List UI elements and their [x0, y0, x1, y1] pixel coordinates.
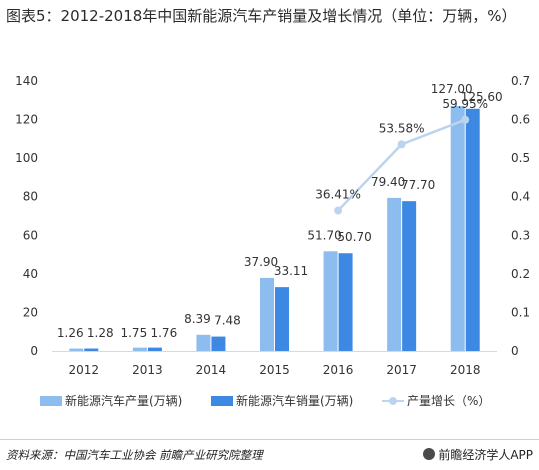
y2-tick-label: 0.5	[511, 151, 530, 165]
legend-item-production: 新能源汽车产量(万辆)	[40, 392, 182, 409]
bar-sales	[402, 201, 417, 351]
bar-sales	[275, 287, 289, 351]
y-tick-label: 60	[23, 228, 38, 242]
data-label-growth: 59.95%	[442, 97, 488, 111]
data-label-sales: 50.70	[337, 230, 371, 244]
bar-production	[132, 347, 147, 351]
x-tick-label: 2016	[323, 363, 354, 377]
data-label-sales: 77.70	[401, 178, 435, 192]
data-label-growth: 53.58%	[379, 121, 425, 135]
legend-swatch-sales	[211, 396, 233, 406]
growth-point	[334, 206, 343, 215]
x-tick-label: 2013	[132, 363, 163, 377]
y2-tick-label: 0.7	[511, 74, 530, 88]
legend-swatch-production	[40, 396, 62, 406]
x-tick-label: 2018	[450, 363, 481, 377]
footer: 资料来源：中国汽车工业协会 前瞻产业研究院整理 前瞻经济学人APP	[0, 439, 539, 470]
x-tick-label: 2017	[386, 363, 417, 377]
growth-point	[461, 115, 470, 124]
data-label-sales: 33.11	[274, 264, 308, 278]
y2-tick-label: 0.1	[511, 305, 530, 319]
legend: 新能源汽车产量(万辆) 新能源汽车销量(万辆) 产量增长（%）	[0, 392, 539, 412]
y2-tick-label: 0.2	[511, 267, 530, 281]
growth-point	[397, 140, 406, 149]
y2-tick-label: 0	[511, 344, 519, 358]
bar-production	[260, 277, 274, 351]
data-label-production: 8.39	[184, 312, 211, 326]
y-tick-label: 140	[15, 74, 38, 88]
legend-item-sales: 新能源汽车销量(万辆)	[211, 392, 353, 409]
chart-title: 图表5：2012-2018年中国新能源汽车产销量及增长情况（单位：万辆，%）	[6, 7, 517, 25]
bar-production	[69, 348, 84, 351]
x-tick-label: 2015	[259, 363, 290, 377]
y2-tick-label: 0.6	[511, 113, 530, 127]
x-tick-label: 2012	[69, 363, 100, 377]
y-tick-label: 80	[23, 190, 38, 204]
data-label-sales: 1.28	[87, 326, 114, 340]
source-text: 资料来源：中国汽车工业协会 前瞻产业研究院整理	[6, 448, 263, 462]
data-label-sales: 7.48	[214, 314, 241, 328]
bar-production	[450, 106, 465, 351]
x-tick-label: 2014	[196, 363, 227, 377]
data-label-production: 1.26	[57, 326, 84, 340]
brand-label: 前瞻经济学人APP	[438, 448, 533, 462]
bar-sales	[147, 347, 162, 351]
data-label-production: 37.90	[244, 255, 278, 269]
data-label-production: 51.70	[307, 228, 341, 242]
data-label-production: 127.00	[431, 82, 473, 96]
y2-tick-label: 0.4	[511, 190, 530, 204]
y2-tick-label: 0.3	[511, 228, 530, 242]
bar-production	[387, 197, 402, 351]
data-label-sales: 1.76	[150, 326, 177, 340]
y-tick-label: 120	[15, 113, 38, 127]
legend-label-production: 新能源汽车产量(万辆)	[65, 394, 183, 408]
brand: 前瞻经济学人APP	[423, 446, 533, 463]
legend-label-growth: 产量增长（%）	[407, 394, 491, 408]
bar-sales	[338, 253, 353, 351]
data-label-production: 1.75	[120, 326, 147, 340]
data-label-production: 79.40	[371, 175, 405, 189]
brand-logo-icon	[423, 448, 436, 460]
bar-production	[196, 334, 211, 351]
y-tick-label: 40	[23, 267, 38, 281]
legend-label-sales: 新能源汽车销量(万辆)	[236, 394, 354, 408]
bar-production	[323, 251, 338, 351]
y-tick-label: 20	[23, 305, 38, 319]
legend-item-growth: 产量增长（%）	[382, 392, 490, 409]
bar-sales	[465, 108, 480, 352]
y-tick-label: 0	[30, 344, 38, 358]
bar-sales	[211, 336, 226, 351]
bar-sales	[84, 348, 99, 351]
legend-swatch-growth	[382, 396, 404, 406]
data-label-growth: 36.41%	[315, 188, 361, 202]
data-label-sales: 125.60	[461, 90, 503, 104]
y-tick-label: 100	[15, 151, 38, 165]
